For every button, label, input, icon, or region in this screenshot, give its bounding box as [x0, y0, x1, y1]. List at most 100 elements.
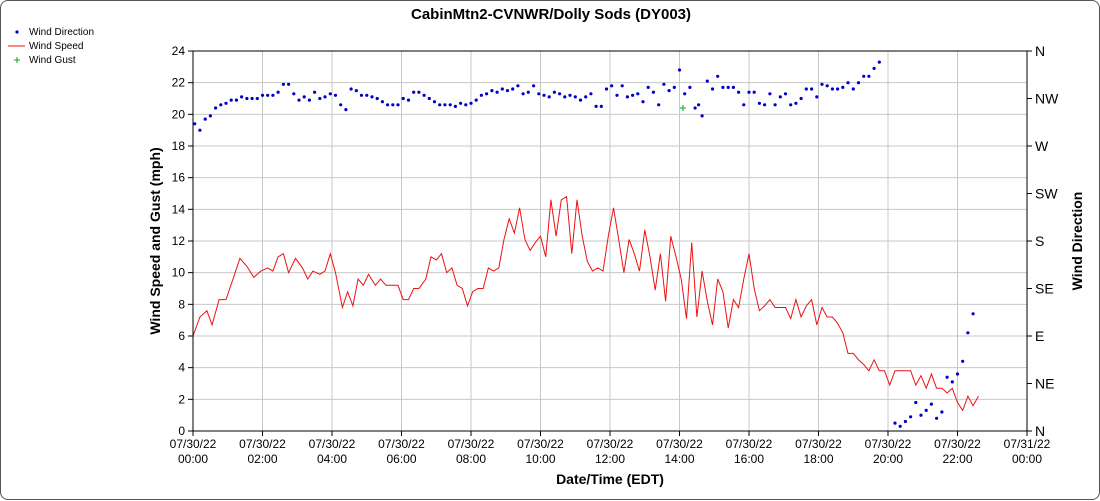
wind-direction-point	[789, 103, 793, 107]
x-tick-time: 04:00	[317, 452, 347, 466]
plot-border	[192, 50, 1028, 432]
wind-direction-point	[464, 103, 468, 107]
wind-direction-point	[297, 98, 301, 102]
wind-direction-point	[578, 98, 583, 102]
wind-direction-point	[919, 413, 923, 417]
wind-direction-point	[594, 104, 598, 108]
x-tick-date: 07/30/22	[517, 437, 564, 451]
y2-tick-label: N	[1035, 423, 1045, 439]
wind-direction-point	[276, 90, 280, 94]
x-tick-time: 20:00	[873, 452, 903, 466]
wind-direction-point	[705, 79, 709, 83]
wind-direction-point	[584, 95, 588, 99]
x-tick-date: 07/30/22	[865, 437, 912, 451]
wind-direction-point	[547, 95, 551, 99]
wind-direction-point	[651, 90, 656, 94]
legend-label: Wind Speed	[29, 41, 83, 52]
x-tick-time: 02:00	[247, 452, 277, 466]
y-tick-label: 0	[178, 424, 185, 438]
wind-direction-point	[778, 95, 782, 99]
wind-direction-point	[631, 93, 635, 97]
wind-direction-point	[924, 408, 928, 412]
wind-direction-point	[836, 87, 840, 91]
x-tick-time: 12:00	[595, 452, 625, 466]
x-tick-date: 07/30/22	[448, 437, 495, 451]
wind-direction-point	[721, 85, 725, 89]
x-tick-time: 18:00	[803, 452, 833, 466]
wind-direction-point	[344, 108, 348, 112]
wind-speed-line	[192, 195, 979, 412]
wind-direction-point	[610, 84, 614, 88]
x-tick-time: 14:00	[664, 452, 694, 466]
legend: Wind Direction Wind Speed Wind Gust	[8, 27, 94, 66]
wind-direction-point	[867, 74, 871, 78]
wind-direction-point	[438, 103, 442, 107]
wind-direction-point	[558, 92, 562, 96]
y2-tick-label: E	[1035, 328, 1044, 344]
y2-tick-label: NW	[1035, 91, 1059, 107]
y2-tick-label: W	[1035, 138, 1049, 154]
x-tick-date: 07/30/22	[587, 437, 634, 451]
wind-direction-point	[693, 106, 697, 110]
wind-direction-point	[742, 103, 746, 107]
wind-direction-point	[935, 416, 939, 420]
wind-direction-point	[641, 100, 645, 104]
wind-direction-point	[810, 87, 814, 91]
wind-direction-point	[662, 82, 666, 86]
wind-direction-point	[214, 106, 218, 110]
x-tick-date: 07/30/22	[656, 437, 703, 451]
wind-direction-point	[469, 101, 473, 105]
wind-direction-point	[950, 380, 954, 384]
wind-direction-point	[219, 103, 223, 107]
legend-marker	[15, 30, 19, 34]
wind-direction-point	[646, 85, 650, 89]
wind-direction-point	[589, 92, 593, 96]
wind-direction-point	[726, 85, 730, 89]
x-axis-title: Date/Time (EDT)	[556, 471, 664, 487]
wind-direction-point	[229, 98, 233, 102]
wind-direction-point	[203, 117, 207, 121]
wind-direction-point	[485, 92, 489, 96]
wind-direction-point	[898, 424, 902, 428]
wind-direction-point	[479, 93, 483, 97]
y-tick-label: 22	[172, 76, 186, 90]
wind-direction-point	[794, 101, 798, 105]
wind-direction-point	[453, 104, 457, 108]
x-tick-date: 07/30/22	[934, 437, 981, 451]
x-tick-date: 07/30/22	[378, 437, 425, 451]
wind-direction-point	[683, 92, 687, 96]
wind-direction-point	[825, 84, 829, 88]
legend-label: Wind Gust	[29, 55, 76, 66]
wind-direction-point	[940, 410, 944, 414]
x-tick-time: 00:00	[1012, 452, 1042, 466]
y-tick-label: 6	[178, 329, 185, 343]
wind-direction-point	[877, 60, 881, 64]
wind-direction-point	[375, 96, 379, 101]
wind-direction-point	[318, 96, 322, 101]
wind-direction-point	[731, 85, 736, 89]
wind-direction-point	[511, 87, 515, 91]
wind-direction-point	[903, 419, 908, 424]
wind-direction-point	[266, 93, 270, 97]
legend-label: Wind Direction	[29, 27, 94, 38]
wind-direction-point	[625, 95, 630, 99]
wind-direction-point	[516, 84, 520, 88]
wind-direction-point	[542, 93, 546, 97]
wind-direction-point	[955, 372, 960, 376]
wind-direction-point	[323, 95, 327, 99]
wind-direction-point	[521, 92, 525, 96]
wind-direction-point	[370, 95, 374, 99]
y-tick-label: 18	[172, 139, 186, 153]
wind-direction-point	[474, 98, 478, 102]
x-tick-date: 07/30/22	[239, 437, 286, 451]
x-tick-date: 07/30/22	[170, 437, 217, 451]
x-tick-time: 08:00	[456, 452, 486, 466]
wind-direction-point	[620, 84, 624, 88]
wind-direction-point	[255, 96, 259, 101]
wind-direction-point	[427, 96, 431, 101]
wind-direction-point	[846, 81, 850, 85]
wind-direction-point	[856, 81, 861, 85]
x-tick-date: 07/30/22	[309, 437, 356, 451]
y-tick-label: 4	[178, 361, 185, 375]
